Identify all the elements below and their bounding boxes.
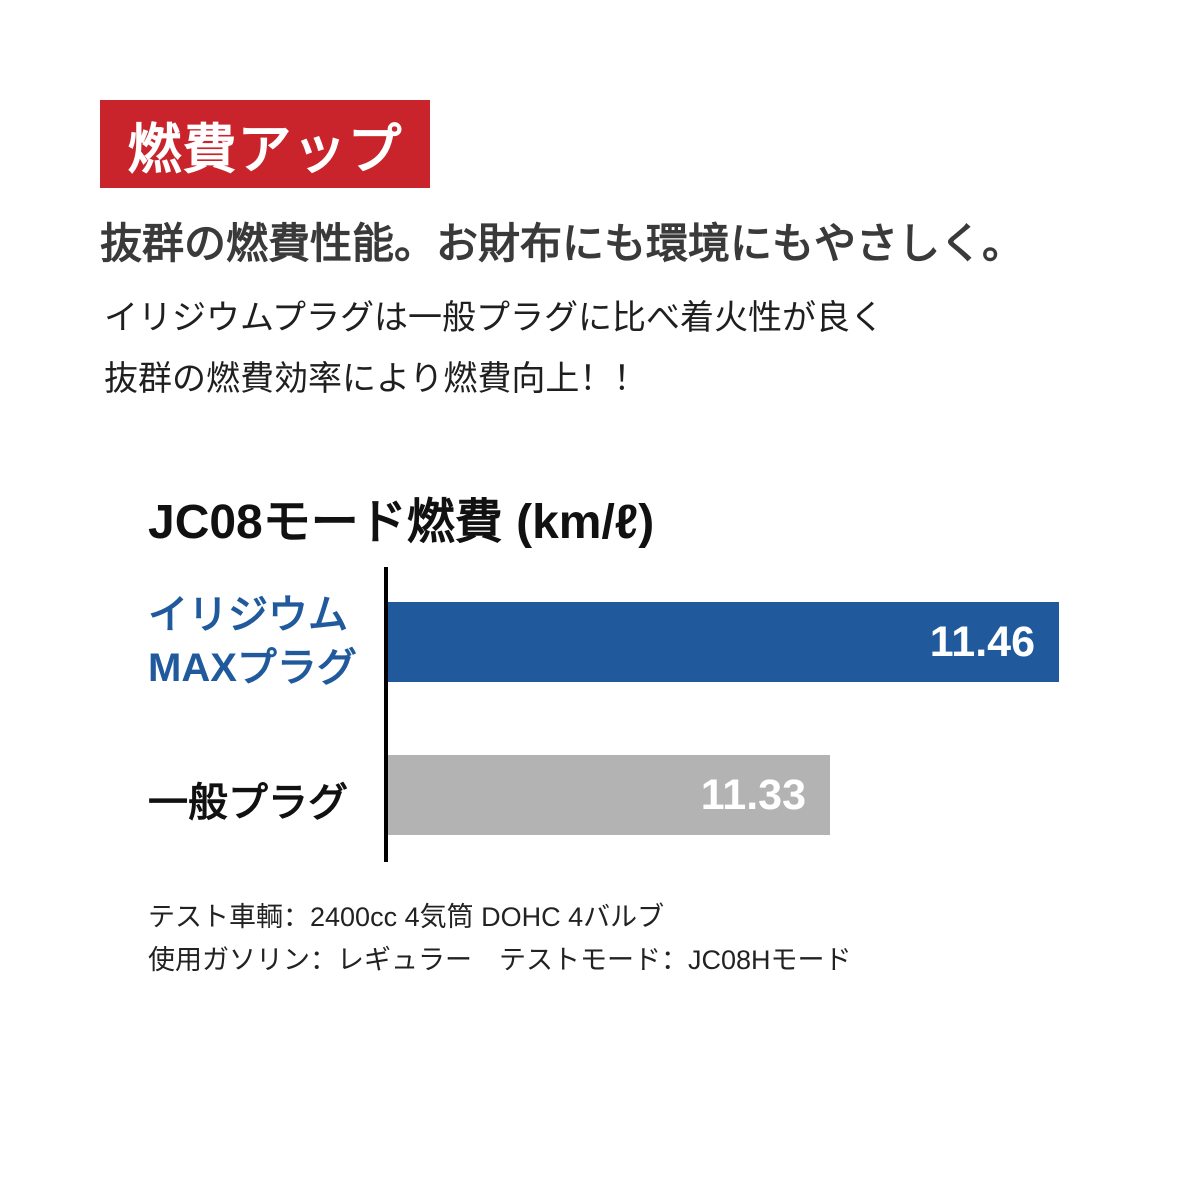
chart-axis-line bbox=[384, 567, 388, 862]
category-label-iridium-line-1: イリジウム bbox=[148, 593, 348, 637]
chart-title: JC08モード燃費 (km/ℓ) bbox=[148, 496, 655, 549]
description-line-1: イリジウムプラグは一般プラグに比べ着火性が良く bbox=[104, 299, 884, 337]
test-conditions-line-2: 使用ガソリン：レギュラー テストモード：JC08Hモード bbox=[148, 945, 852, 975]
bar-value-normal: 11.33 bbox=[700, 770, 806, 819]
bar-iridium-max-plug: 11.46 bbox=[388, 602, 1059, 682]
headline: 抜群の燃費性能。お財布にも環境にもやさしく。 bbox=[100, 220, 1025, 267]
description-line-2: 抜群の燃費効率により燃費向上！！ bbox=[104, 360, 648, 398]
bar-normal-plug: 11.33 bbox=[388, 755, 830, 835]
category-label-iridium-line-2: MAXプラグ bbox=[148, 646, 357, 690]
description-text: イリジウムプラグは一般プラグに比べ着火性が良く 抜群の燃費効率により燃費向上！！ bbox=[104, 288, 884, 410]
category-label-normal-plug: 一般プラグ bbox=[148, 781, 348, 825]
fuel-up-badge: 燃費アップ bbox=[100, 100, 430, 188]
category-label-iridium-max-plug: イリジウム MAXプラグ bbox=[148, 589, 357, 695]
test-conditions-line-1: テスト車輌：2400cc 4気筒 DOHC 4バルブ bbox=[148, 902, 665, 932]
fuel-up-badge-label: 燃費アップ bbox=[127, 119, 403, 180]
bar-value-iridium: 11.46 bbox=[929, 617, 1035, 666]
test-conditions: テスト車輌：2400cc 4気筒 DOHC 4バルブ 使用ガソリン：レギュラー … bbox=[148, 896, 852, 982]
